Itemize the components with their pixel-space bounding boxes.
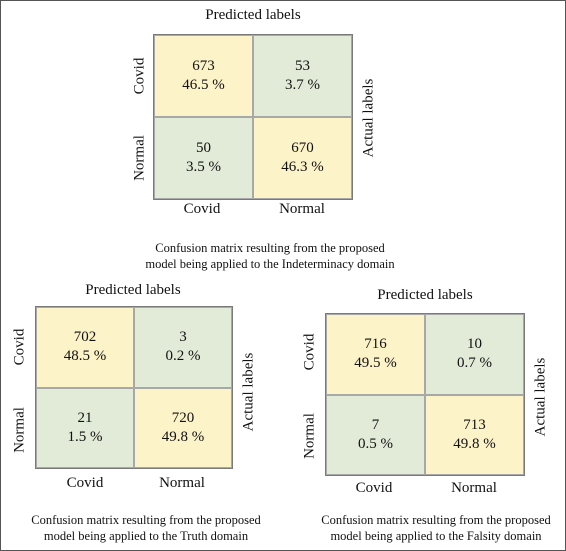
col-label-covid: Covid xyxy=(355,480,393,496)
cell-fp: 21 1.5 % xyxy=(36,387,134,468)
col-label-covid: Covid xyxy=(66,475,104,491)
row-label-normal: Normal xyxy=(301,413,318,459)
cell-percent: 0.5 % xyxy=(358,435,393,452)
cell-count: 53 xyxy=(295,58,310,74)
cell-count: 10 xyxy=(467,336,482,353)
col-label-normal: Normal xyxy=(279,201,325,217)
predicted-labels-title: Predicted labels xyxy=(205,7,301,23)
cell-count: 702 xyxy=(73,329,97,346)
cell-tp: 702 48.5 % xyxy=(36,307,134,388)
cell-tn: 720 49.8 % xyxy=(134,387,232,468)
cell-percent: 49.8 % xyxy=(161,428,205,445)
actual-labels-axis: Actual labels xyxy=(360,78,377,158)
cell-percent: 46.3 % xyxy=(281,159,324,175)
row-label-normal: Normal xyxy=(131,135,148,181)
actual-labels-axis: Actual labels xyxy=(532,357,549,437)
cell-count: 713 xyxy=(463,416,486,433)
row-label-covid: Covid xyxy=(301,333,318,371)
caption: Confusion matrix resulting from the prop… xyxy=(31,512,260,544)
cell-fn: 3 0.2 % xyxy=(134,307,232,388)
cell-count: 50 xyxy=(196,140,211,156)
cell-count: 716 xyxy=(364,336,387,353)
cell-count: 673 xyxy=(192,58,215,74)
caption-line: Confusion matrix resulting from the prop… xyxy=(31,513,261,527)
caption-line: Confusion matrix resulting from the prop… xyxy=(321,513,551,527)
matrix-grid: 673 46.5 % 53 3.7 % 50 3.5 % 670 46.3 % xyxy=(153,34,353,200)
cell-tp: 716 49.5 % xyxy=(326,314,425,395)
cell-percent: 48.5 % xyxy=(63,348,107,365)
row-label-covid: Covid xyxy=(131,57,148,95)
caption-line: model being applied to the Truth domain xyxy=(43,529,249,543)
cell-percent: 3.7 % xyxy=(285,77,320,93)
col-label-covid: Covid xyxy=(183,201,221,217)
caption: Confusion matrix resulting from the prop… xyxy=(321,512,550,544)
caption-line: Confusion matrix resulting from the prop… xyxy=(155,241,385,255)
cell-percent: 1.5 % xyxy=(67,428,103,445)
matrix-grid: 716 49.5 % 10 0.7 % 7 0.5 % 713 49.8 % xyxy=(325,313,525,476)
cell-tn: 670 46.3 % xyxy=(253,117,352,199)
cell-tn: 713 49.8 % xyxy=(425,394,524,475)
cell-percent: 0.7 % xyxy=(457,355,492,372)
cell-fp: 7 0.5 % xyxy=(326,394,425,475)
actual-labels-axis: Actual labels xyxy=(240,352,257,432)
cell-percent: 49.8 % xyxy=(453,435,496,452)
cell-percent: 3.5 % xyxy=(186,159,221,175)
col-label-normal: Normal xyxy=(159,475,205,491)
caption-line: model being applied to the Indeterminacy… xyxy=(145,257,395,271)
cell-fp: 50 3.5 % xyxy=(154,117,253,199)
cell-percent: 0.2 % xyxy=(165,348,201,365)
cell-count: 21 xyxy=(77,409,93,426)
row-label-normal: Normal xyxy=(11,407,28,453)
predicted-labels-title: Predicted labels xyxy=(85,282,181,298)
cell-count: 7 xyxy=(371,416,380,433)
col-label-normal: Normal xyxy=(451,480,497,496)
cell-fn: 10 0.7 % xyxy=(425,314,524,395)
cell-count: 3 xyxy=(179,329,187,346)
cell-percent: 49.5 % xyxy=(354,355,397,372)
matrix-grid: 702 48.5 % 3 0.2 % 21 1.5 % 720 49.8 % xyxy=(35,306,233,469)
cell-fn: 53 3.7 % xyxy=(253,35,352,117)
row-label-covid: Covid xyxy=(11,328,28,366)
caption: Confusion matrix resulting from the prop… xyxy=(145,240,394,272)
caption-line: model being applied to the Falsity domai… xyxy=(330,529,542,543)
cell-percent: 46.5 % xyxy=(182,77,225,93)
cell-count: 720 xyxy=(171,409,195,426)
cell-tp: 673 46.5 % xyxy=(154,35,253,117)
cell-count: 670 xyxy=(291,140,314,156)
predicted-labels-title: Predicted labels xyxy=(377,287,473,303)
